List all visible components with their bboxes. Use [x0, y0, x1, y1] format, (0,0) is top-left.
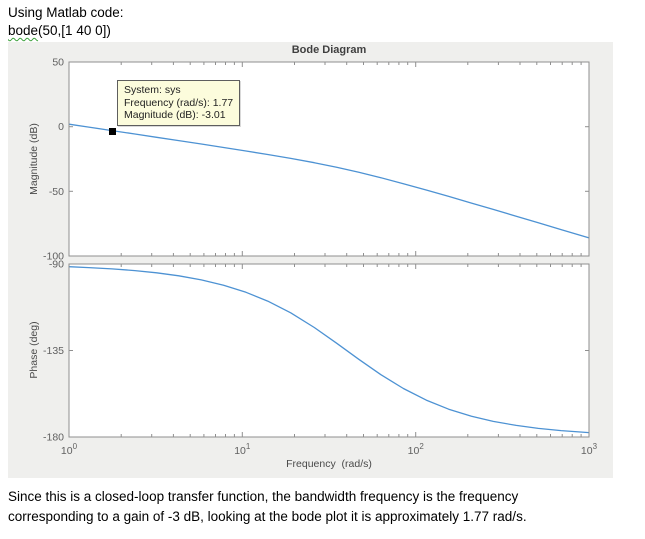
phase-y-tick-label: -135: [43, 345, 64, 357]
header-intro-text: Using Matlab code:: [8, 5, 124, 20]
frequency-axis-label: Frequency (rad/s): [286, 458, 372, 470]
phase-y-tick-label: -90: [49, 259, 64, 271]
phase-y-tick-label: -180: [43, 432, 64, 444]
datatip-box[interactable]: System: sys Frequency (rad/s): 1.77 Magn…: [117, 80, 241, 126]
footer-text-line1: Since this is a closed-loop transfer fun…: [8, 489, 519, 504]
phase-curve[interactable]: [68, 266, 590, 434]
x-tick-label: 100: [61, 442, 78, 457]
datatip-marker[interactable]: [109, 128, 116, 135]
bode-figure: 50 0 -50 -100 -90 -135 -180 100 101 102 103 Bode D…: [8, 42, 613, 478]
phase-plot-area: [69, 264, 589, 437]
code-word-bode: bode: [8, 23, 39, 38]
phase-axis-label: Phase (deg): [28, 321, 40, 379]
footer-text-line2: corresponding to a gain of -3 dB, lookin…: [8, 509, 527, 524]
x-tick-label: 102: [408, 442, 425, 457]
datatip-magnitude-line: Magnitude (dB): -3.01: [124, 109, 226, 121]
code-arguments: (50,[1 40 0]): [38, 23, 111, 38]
magnitude-y-tick-label: 0: [58, 121, 64, 133]
datatip-frequency-line: Frequency (rad/s): 1.77: [124, 96, 234, 109]
magnitude-axes-border: [68, 61, 590, 257]
magnitude-y-tick-label: -50: [49, 186, 64, 198]
magnitude-y-tick-label: -100: [43, 251, 64, 263]
magnitude-axis-label: Magnitude (dB): [28, 123, 40, 195]
x-tick-label: 101: [234, 442, 251, 457]
plot-title: Bode Diagram: [291, 44, 367, 56]
magnitude-y-tick-label: 50: [52, 57, 64, 69]
phase-axes-border: [68, 263, 590, 438]
matlab-code-line: bode(50,[1 40 0]): [8, 23, 111, 38]
magnitude-curve[interactable]: [68, 123, 590, 239]
datatip-system-line: System: sys: [124, 84, 181, 96]
x-tick-label: 103: [581, 442, 598, 457]
